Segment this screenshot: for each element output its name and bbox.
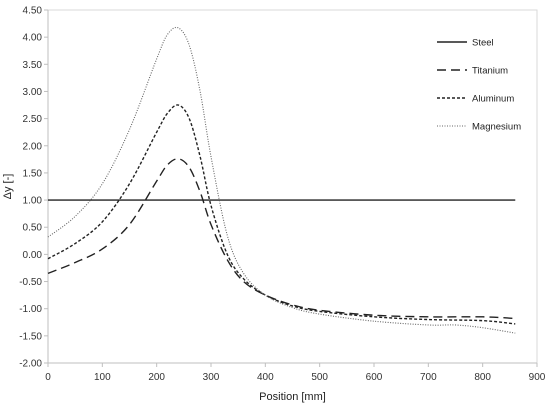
x-tick-label: 700	[420, 372, 437, 383]
y-tick-label: 0.00	[23, 250, 43, 261]
y-tick-label: -1.00	[19, 304, 42, 315]
series-layer	[47, 26, 516, 334]
x-tick-label: 600	[366, 372, 383, 383]
y-tick-label: 4.00	[23, 33, 43, 44]
y-tick-label: 3.50	[23, 60, 43, 71]
y-tick-label: 4.50	[23, 6, 43, 17]
legend-label-magnesium: Magnesium	[472, 122, 521, 133]
x-tick-label: 300	[203, 372, 220, 383]
y-tick-label: -1.50	[19, 331, 42, 342]
x-tick-label: 0	[45, 372, 51, 383]
legend-label-aluminum: Aluminum	[472, 94, 514, 105]
x-tick-label: 200	[148, 372, 165, 383]
series-line-magnesium	[47, 26, 516, 334]
x-tick-label: 900	[529, 372, 546, 383]
legend-label-steel: Steel	[472, 38, 494, 49]
legend-label-titanium: Titanium	[472, 66, 508, 77]
y-axis-title: Δy [-]	[2, 174, 14, 200]
series-line-titanium	[47, 158, 516, 320]
legend: Steel Titanium Aluminum Magnesium	[437, 38, 521, 133]
plot-frame	[47, 9, 538, 364]
series-line-aluminum	[47, 104, 516, 325]
y-tick-label: -2.00	[19, 359, 42, 370]
y-tick-label: 1.00	[23, 196, 43, 207]
x-tick-label: 800	[474, 372, 491, 383]
axes-layer: -2.00 -1.50 -1.00 -0.50 0.00 0.50 1.00 1.50 2.00…	[19, 6, 546, 384]
x-tick-label: 100	[94, 372, 111, 383]
y-tick-label: 2.50	[23, 114, 43, 125]
y-tick-label: 1.50	[23, 168, 43, 179]
x-axis-title: Position [mm]	[259, 391, 326, 403]
y-tick-label: 0.50	[23, 223, 43, 234]
x-tick-label: 400	[257, 372, 274, 383]
y-tick-label: -0.50	[19, 277, 42, 288]
y-tick-label: 2.00	[23, 141, 43, 152]
y-tick-label: 3.00	[23, 87, 43, 98]
x-tick-label: 500	[311, 372, 328, 383]
